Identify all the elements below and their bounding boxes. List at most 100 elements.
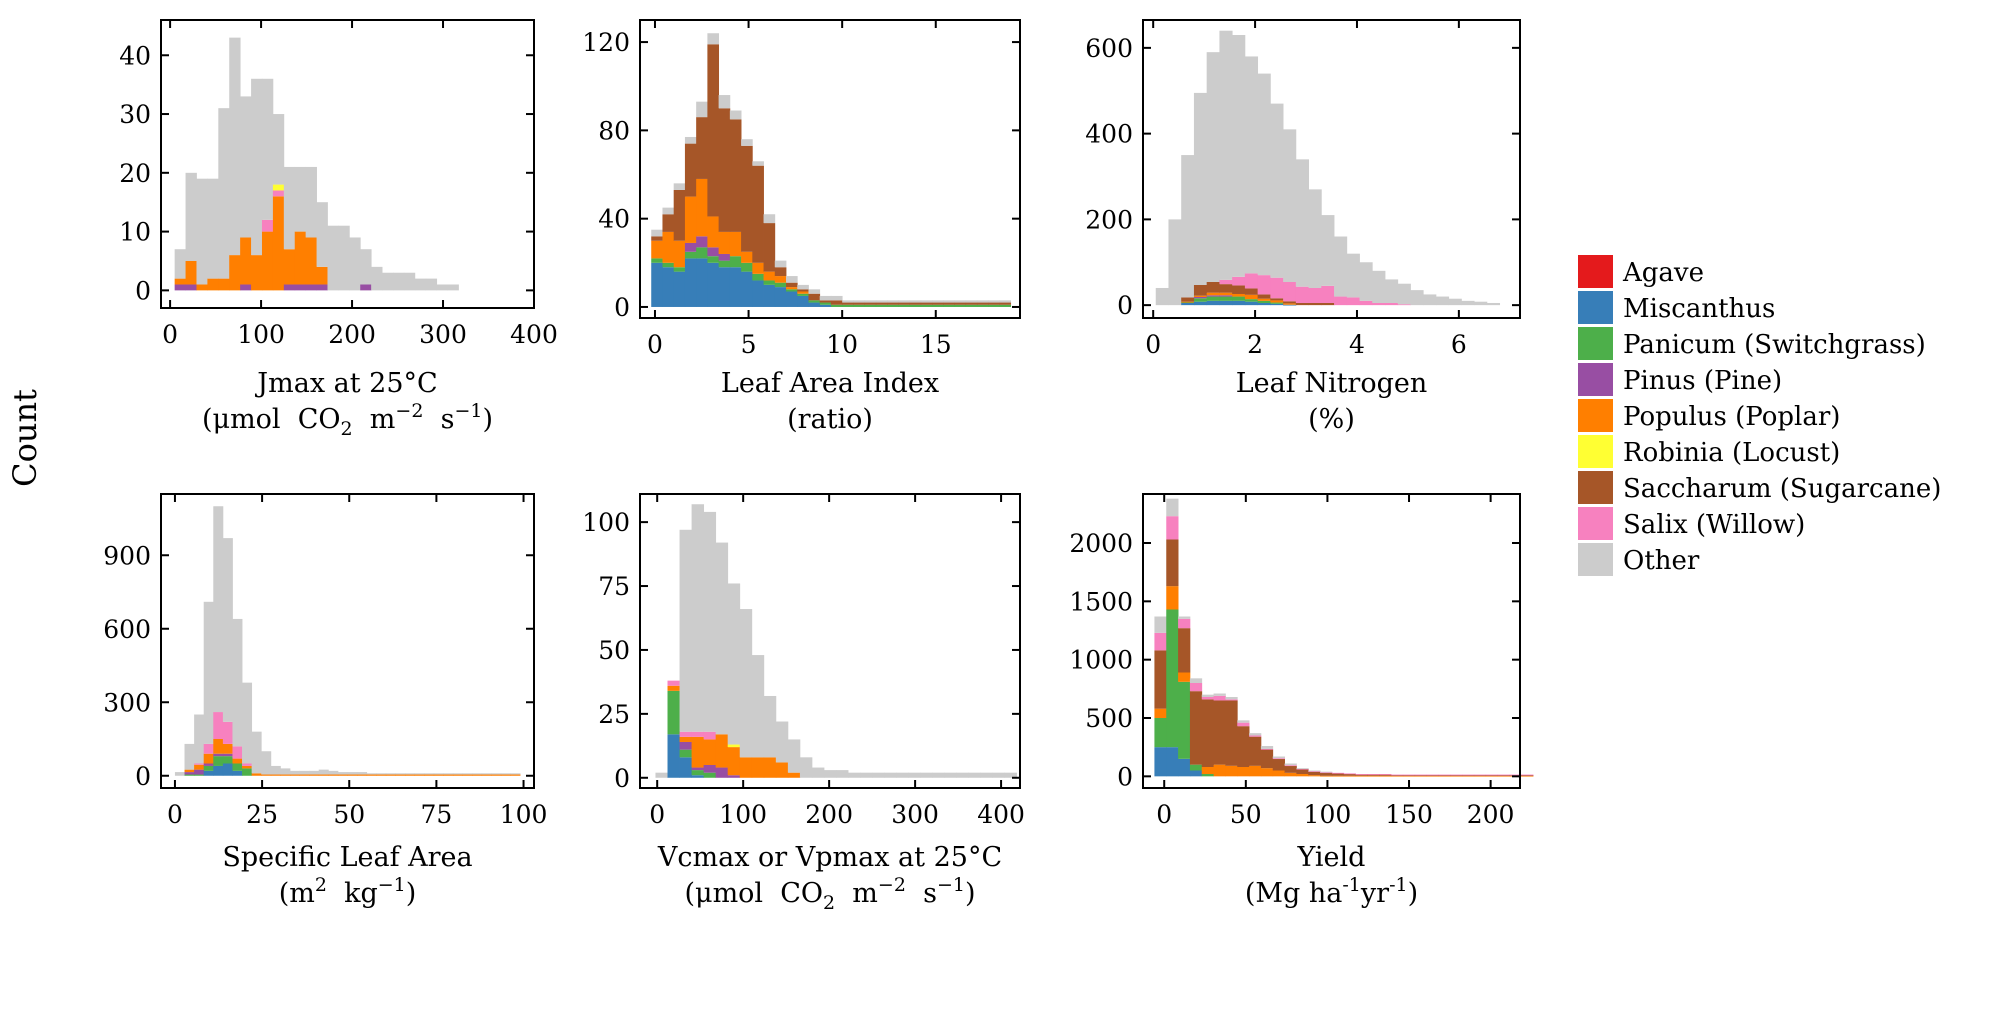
bar-segment-miscanthus xyxy=(1193,301,1208,306)
bar-segment-other xyxy=(741,139,753,146)
bar-segment-populus-poplar xyxy=(261,231,274,291)
bar-segment-other xyxy=(510,773,521,775)
bar-segment-salix-willow xyxy=(1320,772,1333,774)
bar-segment-saccharum-sugarcane xyxy=(909,302,922,305)
bar-segment-saccharum-sugarcane xyxy=(1193,284,1208,296)
bar-segment-saccharum-sugarcane xyxy=(1438,775,1451,776)
bar-segment-other xyxy=(337,772,348,775)
bar-segment-saccharum-sugarcane xyxy=(684,143,697,197)
bar-segment-other xyxy=(443,773,454,775)
bar-segment-populus-poplar xyxy=(196,284,208,291)
bar-segment-populus-poplar xyxy=(510,774,521,776)
bar-segment-robinia-locust xyxy=(272,184,285,191)
bar-segment-miscanthus xyxy=(808,302,821,307)
bar-segment-miscanthus xyxy=(662,267,675,307)
bar-segment-salix-willow xyxy=(1473,774,1487,776)
bar-segment-other xyxy=(1272,756,1285,759)
bar-segment-miscanthus xyxy=(213,765,224,776)
y-tick-label: 600 xyxy=(103,615,151,644)
bar-segment-other xyxy=(853,300,866,303)
x-axis-unit-part: (ratio) xyxy=(787,404,873,435)
bar-segment-other xyxy=(763,695,777,758)
bar-segment-other xyxy=(280,768,291,775)
bar-segment-other xyxy=(1270,103,1284,278)
bar-segment-panicum-switchgrass xyxy=(213,756,224,766)
bar-segment-saccharum-sugarcane xyxy=(1308,302,1322,306)
bar-segment-other xyxy=(932,300,944,303)
bar-segment-other xyxy=(414,773,425,775)
bar-segment-miscanthus xyxy=(203,770,214,776)
legend-swatch xyxy=(1578,255,1613,288)
bar-segment-other xyxy=(1384,279,1399,303)
bar-segment-other xyxy=(403,272,416,291)
bar-segment-populus-poplar xyxy=(472,774,483,776)
bars xyxy=(174,506,521,776)
bar-segment-populus-poplar xyxy=(1178,672,1191,682)
bar-segment-populus-poplar xyxy=(1343,775,1356,777)
bar-segment-salix-willow xyxy=(1426,774,1439,776)
bar-segment-populus-poplar xyxy=(1257,298,1271,301)
bar-segment-saccharum-sugarcane xyxy=(774,267,787,277)
bar-segment-other xyxy=(462,773,473,775)
bar-segment-panicum-switchgrass xyxy=(1166,609,1179,748)
bar-segment-other xyxy=(194,714,205,764)
bar-segment-populus-poplar xyxy=(218,278,230,291)
histogram-leaf-area-index: 0 5 10 15 0 40 80 120 Leaf Area Index (ratio) xyxy=(582,19,1021,435)
bar-segment-saccharum-sugarcane xyxy=(830,300,843,305)
bar-segment-salix-willow xyxy=(1219,279,1233,285)
bar-segment-populus-poplar xyxy=(673,240,686,268)
y-tick-label: 75 xyxy=(598,572,630,601)
bar-segment-other xyxy=(318,769,329,775)
bar-segment-populus-poplar xyxy=(452,774,463,776)
bar-segment-populus-poplar xyxy=(1497,775,1510,777)
bar-segment-other xyxy=(338,225,350,291)
bar-segment-other xyxy=(357,772,368,775)
bar-segment-saccharum-sugarcane xyxy=(729,119,742,232)
bar-segment-panicum-switchgrass xyxy=(194,774,205,776)
bar-segment-populus-poplar xyxy=(718,231,731,254)
bar-segment-other xyxy=(691,504,705,732)
bar-segment-robinia-locust xyxy=(727,744,741,748)
bar-segment-salix-willow xyxy=(1384,302,1399,306)
x-tick-label: 100 xyxy=(1304,800,1352,829)
bar-segment-other xyxy=(305,166,317,238)
bar-segment-pinus-pine xyxy=(283,284,296,291)
bar-segment-panicum-switchgrass xyxy=(943,304,955,307)
bar-segment-other xyxy=(887,300,899,303)
y-tick-label: 80 xyxy=(598,116,630,145)
x-tick-label: 100 xyxy=(500,800,548,829)
bar-segment-saccharum-sugarcane xyxy=(1450,775,1463,776)
bar-segment-other xyxy=(222,538,233,722)
bar-segment-saccharum-sugarcane xyxy=(1355,774,1368,776)
plot-frame xyxy=(160,19,535,309)
bar-segment-other xyxy=(830,295,843,301)
bar-segment-other xyxy=(965,300,978,303)
bar-segment-panicum-switchgrass xyxy=(797,293,809,296)
bar-segment-salix-willow xyxy=(1272,758,1285,760)
bar-segment-other xyxy=(811,767,825,778)
bar-segment-populus-poplar xyxy=(1473,775,1487,777)
bar-segment-other xyxy=(185,172,197,261)
bar-segment-other xyxy=(729,110,742,120)
bar-segment-panicum-switchgrass xyxy=(729,256,742,268)
bar-segment-populus-poplar xyxy=(185,260,197,285)
x-tick-label: 100 xyxy=(719,800,767,829)
bar-segment-saccharum-sugarcane xyxy=(864,302,877,305)
bar-segment-other xyxy=(1308,770,1321,772)
legend-label: Salix (Willow) xyxy=(1623,510,1805,540)
bar-segment-saccharum-sugarcane xyxy=(842,302,854,305)
bar-segment-salix-willow xyxy=(703,731,717,740)
bar-segment-saccharum-sugarcane xyxy=(1473,775,1487,776)
bar-segment-pinus-pine xyxy=(174,284,186,291)
bar-segment-populus-poplar xyxy=(1450,775,1463,777)
bar-segment-other xyxy=(1334,236,1348,297)
bar-segment-miscanthus xyxy=(1257,302,1271,306)
bar-segment-panicum-switchgrass xyxy=(203,765,214,771)
bar-segment-miscanthus xyxy=(797,295,809,307)
bar-segment-saccharum-sugarcane xyxy=(1232,285,1246,294)
legend-label: Panicum (Switchgrass) xyxy=(1623,330,1926,360)
legend-swatch xyxy=(1578,399,1613,432)
bar-segment-saccharum-sugarcane xyxy=(1308,771,1321,776)
bar-segment-other xyxy=(872,772,885,778)
bar-segment-saccharum-sugarcane xyxy=(741,145,753,252)
